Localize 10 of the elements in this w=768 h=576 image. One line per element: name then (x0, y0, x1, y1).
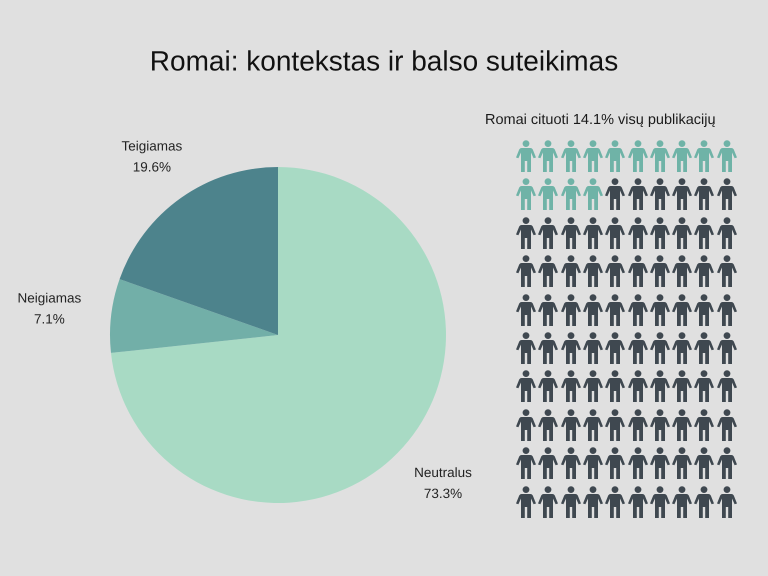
text: visų publikacijų (618, 112, 716, 128)
chart-title: Romai: kontekstas ir balso suteikimas (150, 46, 618, 76)
slice-label: Neigiamas (18, 290, 82, 306)
data-label: 19.6% (132, 160, 171, 175)
slice-label: Teigiamas (121, 138, 182, 154)
data-label: 14.1% (572, 112, 614, 128)
slice-label: Neutralus (414, 465, 472, 480)
data-label: 7.1% (34, 311, 65, 326)
text: Romai cituoti (485, 112, 569, 128)
data-label: 73.3% (424, 486, 462, 502)
